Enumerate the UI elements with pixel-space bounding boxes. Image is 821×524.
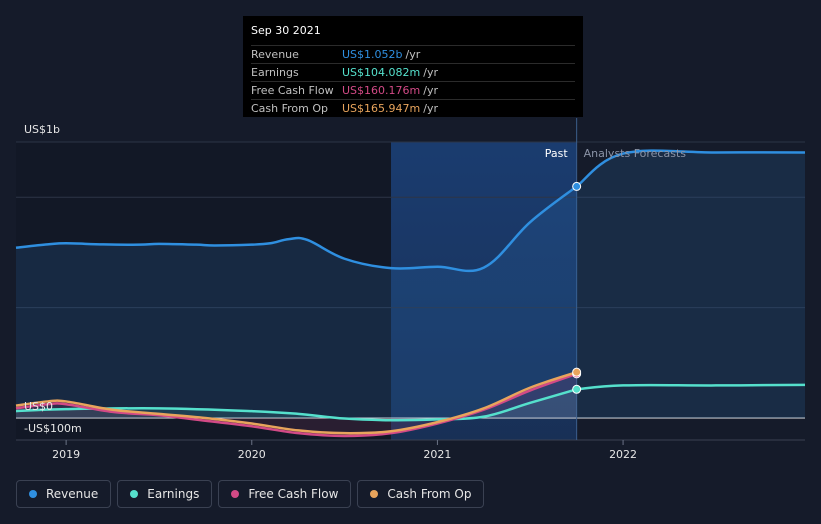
tooltip-unit: /yr <box>423 84 438 97</box>
x-tick-label: 2021 <box>423 448 451 461</box>
cash-from-op-line <box>15 370 578 435</box>
chart: US$1b US$0 -US$100m 2019 2020 2021 2022 Past Ana… <box>15 118 806 461</box>
legend-dot-icon <box>130 490 139 498</box>
past-region <box>16 142 392 440</box>
legend-dot-icon <box>231 490 240 498</box>
x-tick-label: 2022 <box>609 448 637 461</box>
past-highlight-region <box>391 142 577 440</box>
tooltip-unit: /yr <box>423 102 438 115</box>
tooltip-label: Free Cash Flow <box>251 84 334 97</box>
legend-item-free-cash-flow[interactable]: Free Cash Flow <box>218 480 352 508</box>
earnings-forecast-line <box>576 383 806 391</box>
legend-dot-icon <box>29 490 37 498</box>
revenue-line <box>15 185 578 273</box>
tooltip-value: US$1.052b <box>342 48 403 61</box>
cash-from-op-point <box>572 367 582 377</box>
legend-label: Free Cash Flow <box>248 487 339 501</box>
legend-item-revenue[interactable]: Revenue <box>16 480 112 508</box>
tooltip-row-revenue: Revenue US$1.052b /yr <box>251 46 575 64</box>
tooltip-label: Earnings <box>251 66 299 79</box>
tooltip-row-free-cash-flow: Free Cash Flow US$160.176m /yr <box>251 82 575 100</box>
revenue-forecast-line <box>575 149 806 188</box>
tooltip-value: US$160.176m <box>342 84 421 97</box>
tooltip-date: Sep 30 2021 <box>251 24 575 46</box>
y-tick-label: US$0 <box>24 400 53 413</box>
tooltip: Sep 30 2021 Revenue US$1.052b /yr Earnin… <box>243 16 583 117</box>
tooltip-unit: /yr <box>423 66 438 79</box>
legend-item-earnings[interactable]: Earnings <box>117 480 213 508</box>
x-tick-label: 2020 <box>238 448 266 461</box>
x-tick-label: 2019 <box>52 448 80 461</box>
legend-label: Revenue <box>46 487 99 501</box>
tooltip-label: Cash From Op <box>251 102 329 115</box>
tooltip-row-cash-from-op: Cash From Op US$165.947m /yr <box>251 100 575 117</box>
legend-item-cash-from-op[interactable]: Cash From Op <box>357 480 485 508</box>
tooltip-unit: /yr <box>405 48 421 61</box>
revenue-area <box>16 150 805 418</box>
tooltip-label: Revenue <box>251 48 299 61</box>
legend-label: Earnings <box>147 487 200 501</box>
tooltip-value: US$165.947m <box>342 102 421 115</box>
earnings-line <box>15 388 578 422</box>
legend: Revenue Earnings Free Cash Flow Cash Fro… <box>16 480 485 508</box>
tooltip-row-earnings: Earnings US$104.082m /yr <box>251 64 575 82</box>
tooltip-value: US$104.082m <box>342 66 421 79</box>
legend-label: Cash From Op <box>387 487 472 501</box>
revenue-point <box>572 181 582 191</box>
y-tick-label: -US$100m <box>24 422 82 435</box>
legend-dot-icon <box>370 490 379 498</box>
free-cash-flow-line <box>15 372 578 438</box>
earnings-point <box>572 384 582 394</box>
past-label: Past <box>545 147 569 160</box>
y-tick-label: US$1b <box>24 123 60 136</box>
forecast-label: Analysts Forecasts <box>584 147 687 160</box>
